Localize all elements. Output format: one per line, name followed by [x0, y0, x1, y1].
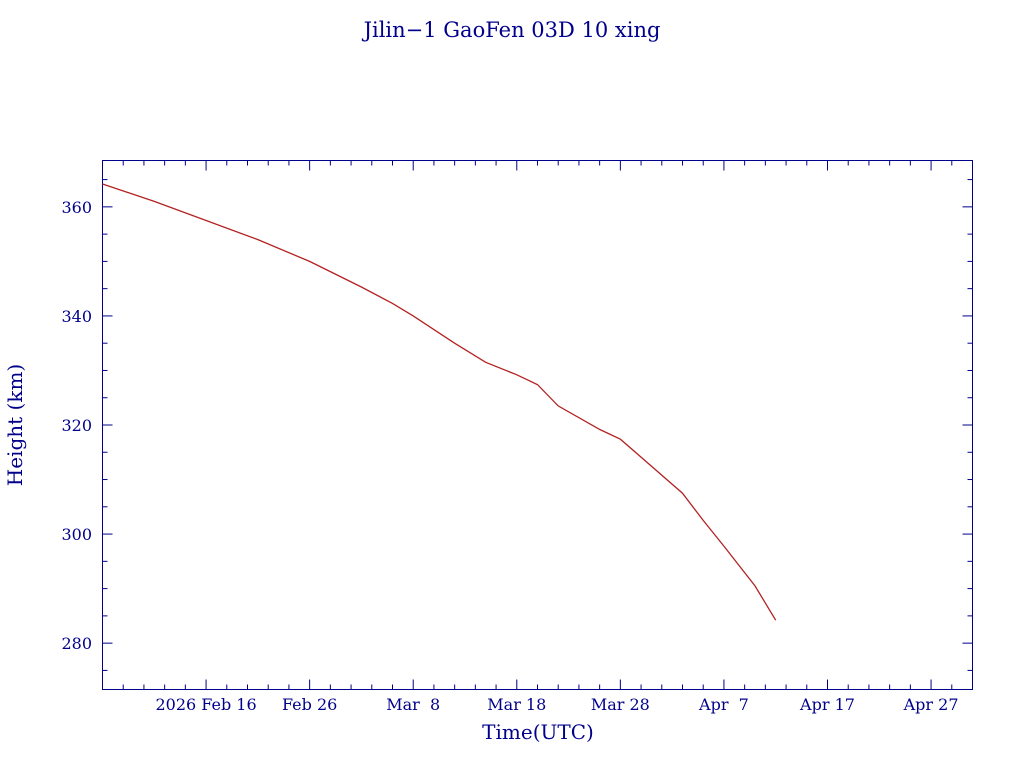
- y-axis-ticks: [102, 179, 973, 671]
- x-axis-tick-labels: 2026 Feb 16 Feb 26 Mar 8 Mar 18 Mar 28 Apr 7 A…: [155, 695, 958, 714]
- x-tick-label: Apr 17: [799, 695, 855, 714]
- x-axis-ticks: [102, 160, 973, 690]
- x-tick-label: Mar 28: [591, 695, 650, 714]
- x-axis-label: Time(UTC): [482, 720, 594, 744]
- plot-frame: [102, 160, 973, 690]
- chart-title: Jilin−1 GaoFen 03D 10 xing: [362, 18, 661, 42]
- y-tick-label: 280: [61, 634, 92, 653]
- x-tick-label: Mar 18: [487, 695, 546, 714]
- x-tick-label: Apr 7: [698, 695, 749, 714]
- x-tick-label: 2026 Feb 16: [155, 695, 256, 714]
- height-series-line: [102, 183, 777, 621]
- x-tick-label: Mar 8: [386, 695, 440, 714]
- x-tick-label: Apr 27: [903, 695, 959, 714]
- y-tick-label: 340: [61, 307, 92, 326]
- y-tick-label: 320: [61, 416, 92, 435]
- x-tick-label: Feb 26: [282, 695, 337, 714]
- y-tick-label: 300: [61, 525, 92, 544]
- y-axis-tick-labels: 280 300 320 340 360: [61, 198, 92, 653]
- y-axis-label: Height (km): [3, 364, 27, 486]
- y-tick-label: 360: [61, 198, 92, 217]
